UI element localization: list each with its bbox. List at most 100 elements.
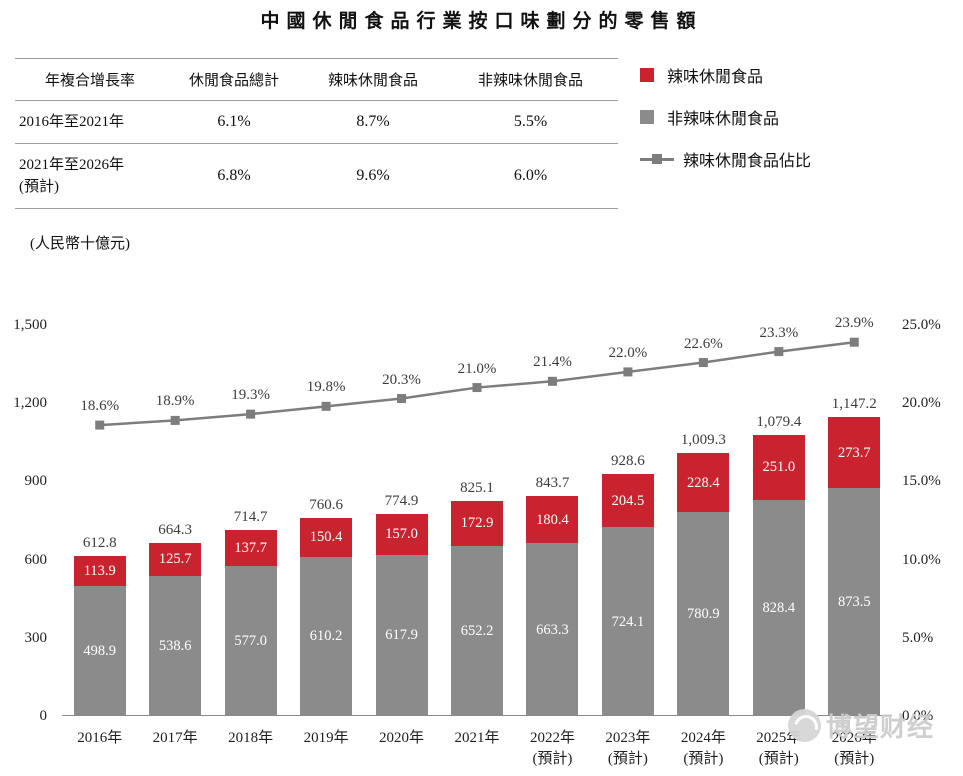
bar-value-spicy: 172.9 — [460, 515, 494, 532]
bar-segment-spicy — [677, 452, 730, 513]
table-row: 2016年至2021年 6.1% 8.7% 5.5% — [15, 101, 618, 144]
bar-value-spicy: 113.9 — [83, 563, 116, 580]
bar-total-label: 843.7 — [535, 475, 570, 492]
x-axis-label: 2018年 — [228, 730, 274, 746]
line-marker — [246, 409, 256, 419]
line-point-label: 23.9% — [834, 315, 874, 332]
line-marker — [698, 358, 708, 368]
x-axis-label: 2023年 (預計) — [605, 730, 651, 767]
bar-segment-nonspicy — [526, 543, 579, 716]
bar-segment-spicy — [752, 434, 805, 501]
bar-value-spicy: 180.4 — [536, 511, 569, 528]
x-axis-label: 2019年 — [303, 730, 349, 746]
right-axis-tick: 5.0% — [902, 629, 934, 646]
watermark: 博望财经 — [788, 707, 934, 744]
table-cell-value: 6.1% — [217, 113, 251, 130]
table-header-spicy: 辣味休閒食品 — [327, 73, 418, 89]
unit-label: (人民幣十億元) — [30, 236, 130, 252]
x-axis-label: 2017年 — [152, 730, 198, 746]
bar-segment-nonspicy — [375, 554, 428, 716]
left-axis-tick: 1,200 — [13, 395, 47, 412]
table-header-cagr: 年複合增長率 — [44, 73, 135, 89]
nonspicy-swatch-icon — [640, 110, 654, 124]
bar-segment-spicy — [224, 529, 277, 566]
right-axis-tick: 15.0% — [902, 473, 941, 490]
legend-item-share-line: 辣味休閒食品佔比 — [640, 148, 811, 170]
bar-segment-spicy — [375, 514, 428, 555]
bar-total-label: 612.8 — [82, 535, 117, 552]
bar-segment-nonspicy — [752, 500, 805, 716]
bar-value-nonspicy: 610.2 — [309, 628, 343, 645]
bar-segment-spicy — [149, 542, 202, 576]
bar-segment-nonspicy — [149, 575, 202, 716]
legend-item-spicy: 辣味休閒食品 — [640, 64, 811, 86]
cagr-table: 年複合增長率 休閒食品總計 辣味休閒食品 非辣味休閒食品 2016年至2021年… — [15, 58, 618, 209]
bar-segment-nonspicy — [601, 527, 654, 716]
table-cell-period: 2021年至2026年 (預計) — [19, 157, 125, 195]
bar-total-label: 664.3 — [158, 521, 193, 538]
bar-value-nonspicy: 663.3 — [536, 621, 569, 638]
bar-value-nonspicy: 538.6 — [158, 637, 192, 654]
bar-total-label: 1,079.4 — [756, 413, 802, 430]
left-axis-tick: 900 — [24, 473, 48, 490]
line-swatch-marker — [652, 154, 662, 164]
table-cell-value: 5.5% — [513, 113, 548, 130]
spicy-swatch-icon — [640, 68, 654, 82]
line-marker — [849, 337, 859, 347]
line-marker — [774, 347, 784, 357]
bar-value-nonspicy: 873.5 — [837, 594, 871, 611]
page-title: 中國休閒食品行業按口味劃分的零售額 — [260, 11, 703, 32]
bar-value-nonspicy: 498.9 — [83, 642, 117, 659]
right-axis-tick: 20.0% — [902, 395, 941, 412]
line-marker — [170, 415, 180, 425]
bar-value-spicy: 157.0 — [385, 526, 418, 543]
table-header-nonspicy: 非辣味休閒食品 — [477, 73, 583, 89]
bar-total-label: 1,009.3 — [680, 431, 726, 448]
legend-label: 辣味休閒食品 — [667, 69, 764, 86]
bar-value-nonspicy: 617.9 — [385, 627, 418, 644]
x-axis-label: 2020年 — [379, 730, 425, 746]
line-marker — [397, 394, 407, 404]
bar-value-spicy: 137.7 — [234, 539, 267, 556]
x-axis-label: 2022年 (預計) — [529, 730, 575, 767]
x-axis-label: 2016年 — [77, 730, 123, 746]
watermark-text: 博望财经 — [826, 712, 935, 742]
bar-total-label: 825.1 — [460, 479, 494, 496]
table-cell-period: 2016年至2021年 — [19, 114, 125, 130]
bar-segment-nonspicy — [300, 556, 353, 716]
left-axis-tick: 1,500 — [13, 317, 47, 333]
bar-total-label: 760.6 — [309, 496, 343, 513]
right-axis-tick: 25.0% — [902, 317, 941, 333]
bar-segment-spicy — [601, 473, 654, 528]
bar-value-nonspicy: 652.2 — [460, 622, 494, 639]
bar-total-label: 1,147.2 — [831, 395, 877, 412]
table-header-row: 年複合增長率 休閒食品總計 辣味休閒食品 非辣味休閒食品 — [15, 58, 618, 101]
x-axis-label: 2021年 — [454, 730, 500, 746]
bar-value-spicy: 273.7 — [837, 444, 871, 461]
table-cell-value: 8.7% — [356, 113, 390, 130]
bar-value-spicy: 150.4 — [309, 529, 343, 546]
bar-value-nonspicy: 724.1 — [611, 613, 645, 630]
line-marker-icon — [640, 152, 674, 166]
bar-value-spicy: 204.5 — [611, 492, 645, 509]
line-marker — [472, 383, 482, 393]
bar-segment-spicy — [451, 500, 503, 546]
bar-value-nonspicy: 828.4 — [762, 600, 796, 617]
bar-segment-spicy — [73, 556, 126, 586]
bar-segment-spicy — [828, 416, 881, 489]
table-row: 2021年至2026年 (預計) 6.8% 9.6% 6.0% — [15, 144, 618, 209]
legend-label: 非辣味休閒食品 — [667, 111, 780, 128]
line-marker — [321, 401, 331, 411]
left-axis: 0 300 600 900 1,200 1,500 — [0, 317, 48, 724]
bar-total-label: 928.6 — [611, 452, 645, 469]
bar-segment-nonspicy — [451, 545, 503, 716]
bar-value-nonspicy: 577.0 — [234, 632, 267, 649]
line-point-label: 23.3% — [759, 324, 799, 341]
plot-area: 498.9 113.9 612.8 18.6% 538.6 125.7 664.3 18.9%… — [62, 315, 892, 716]
bar-segment-nonspicy — [73, 585, 126, 716]
table-cell-value: 9.6% — [356, 167, 390, 184]
line-marker — [623, 367, 633, 377]
bar-total-label: 714.7 — [233, 508, 268, 525]
bar-value-nonspicy: 780.9 — [687, 606, 720, 623]
